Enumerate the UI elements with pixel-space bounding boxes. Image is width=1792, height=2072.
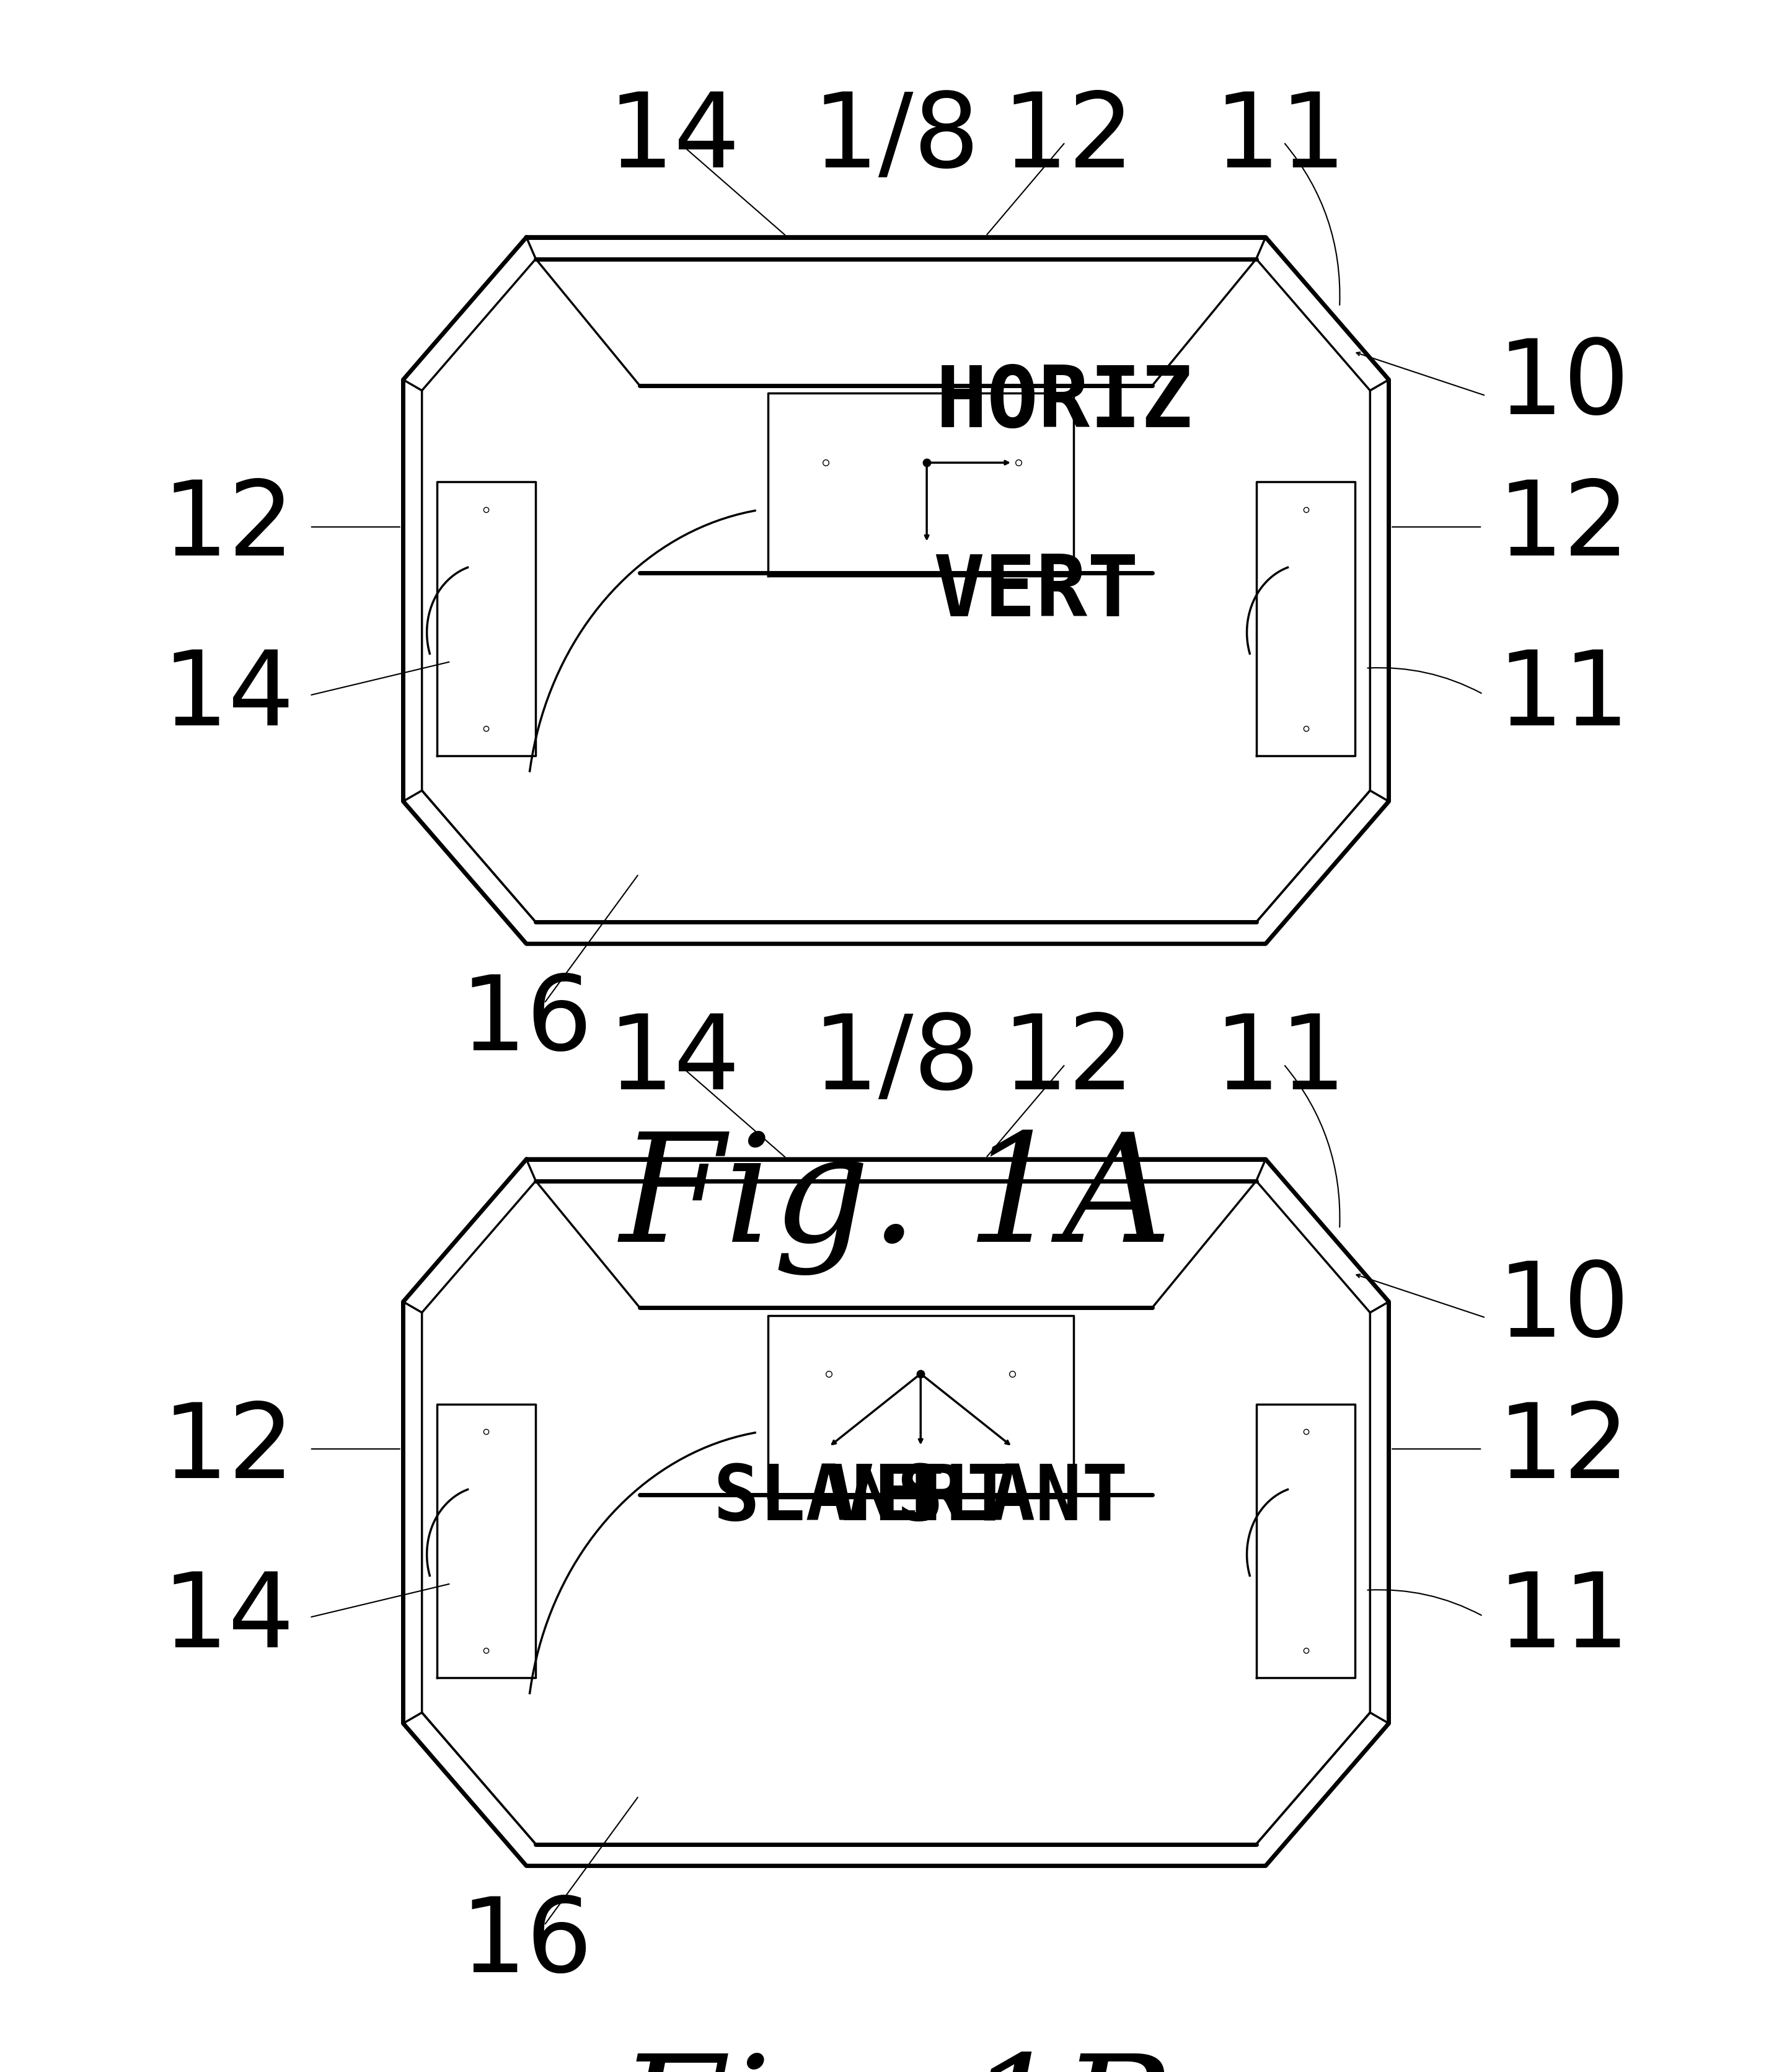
Text: 16: 16	[461, 1894, 593, 1993]
Text: Fig. 1B: Fig. 1B	[618, 2051, 1174, 2072]
Text: Fig. 1A: Fig. 1A	[620, 1129, 1172, 1274]
Text: HORIZ: HORIZ	[935, 363, 1193, 443]
Text: 12: 12	[1002, 87, 1134, 189]
Text: VERT: VERT	[934, 551, 1138, 634]
Text: 16: 16	[461, 972, 593, 1071]
Text: 12: 12	[1498, 1399, 1629, 1500]
Text: VERT: VERT	[828, 1461, 1012, 1535]
Text: 1/8: 1/8	[812, 87, 980, 189]
Text: 12: 12	[1002, 1009, 1134, 1111]
Text: 12: 12	[163, 477, 296, 578]
Text: 11: 11	[1498, 646, 1629, 748]
Text: 1/8: 1/8	[812, 1009, 980, 1111]
Text: 14: 14	[163, 646, 296, 748]
Text: SLANT: SLANT	[713, 1461, 944, 1535]
Text: 10: 10	[1498, 1258, 1629, 1357]
Text: 14: 14	[607, 87, 740, 189]
Text: 11: 11	[1215, 1009, 1346, 1111]
Text: 11: 11	[1498, 1569, 1629, 1670]
Text: 12: 12	[1498, 477, 1629, 578]
Text: 14: 14	[607, 1009, 740, 1111]
Text: 14: 14	[163, 1569, 296, 1670]
Text: 11: 11	[1215, 87, 1346, 189]
Text: 12: 12	[163, 1399, 296, 1500]
Text: SLANT: SLANT	[896, 1461, 1129, 1535]
Text: 10: 10	[1498, 336, 1629, 435]
